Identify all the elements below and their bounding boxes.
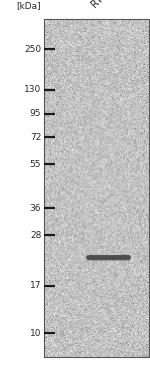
Text: 10: 10 bbox=[30, 328, 41, 338]
Bar bbox=[44, 19, 149, 357]
Text: 17: 17 bbox=[30, 281, 41, 290]
Text: 72: 72 bbox=[30, 133, 41, 142]
Text: 250: 250 bbox=[24, 45, 41, 54]
Text: 130: 130 bbox=[24, 86, 41, 94]
Text: 95: 95 bbox=[30, 109, 41, 118]
Text: 36: 36 bbox=[30, 204, 41, 212]
Text: RT-4: RT-4 bbox=[89, 0, 112, 9]
Text: 28: 28 bbox=[30, 231, 41, 240]
Text: [kDa]: [kDa] bbox=[17, 1, 41, 10]
Text: 55: 55 bbox=[30, 160, 41, 169]
